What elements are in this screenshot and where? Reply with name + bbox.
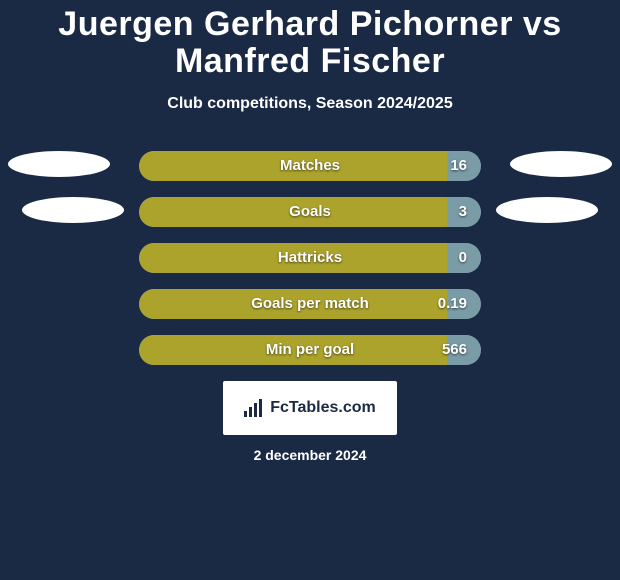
subtitle: Club competitions, Season 2024/2025: [0, 95, 620, 113]
stat-label: Goals per match: [139, 295, 481, 312]
stat-bar: Goals3: [139, 197, 481, 227]
date-text: 2 december 2024: [254, 447, 367, 463]
stat-bar: Goals per match0.19: [139, 289, 481, 319]
stat-value-right: 16: [450, 157, 467, 174]
logo-text: FcTables.com: [270, 399, 376, 417]
subtitle-text: Club competitions, Season 2024/2025: [167, 95, 452, 112]
comparison-chart: Matches16 Goals3 Hattricks0 Goals per match…: [0, 151, 620, 365]
stat-row: Hattricks0: [0, 243, 620, 273]
stat-label: Min per goal: [139, 341, 481, 358]
stat-label: Hattricks: [139, 249, 481, 266]
stat-row: Goals per match0.19: [0, 289, 620, 319]
logo-box: FcTables.com: [223, 381, 397, 435]
title-text: Juergen Gerhard Pichorner vs Manfred Fis…: [58, 5, 561, 80]
stat-label: Goals: [139, 203, 481, 220]
barchart-icon: [244, 399, 264, 417]
stat-value-right: 566: [442, 341, 467, 358]
stat-value-right: 0.19: [438, 295, 467, 312]
stat-bar: Hattricks0: [139, 243, 481, 273]
logo: FcTables.com: [244, 399, 376, 417]
stat-bar: Matches16: [139, 151, 481, 181]
stat-value-right: 3: [459, 203, 467, 220]
stat-bar: Min per goal566: [139, 335, 481, 365]
date-line: 2 december 2024: [0, 447, 620, 463]
stat-value-right: 0: [459, 249, 467, 266]
stat-row: Goals3: [0, 197, 620, 227]
stat-row: Min per goal566: [0, 335, 620, 365]
stat-row: Matches16: [0, 151, 620, 181]
page-title: Juergen Gerhard Pichorner vs Manfred Fis…: [0, 0, 620, 81]
stat-label: Matches: [139, 157, 481, 174]
